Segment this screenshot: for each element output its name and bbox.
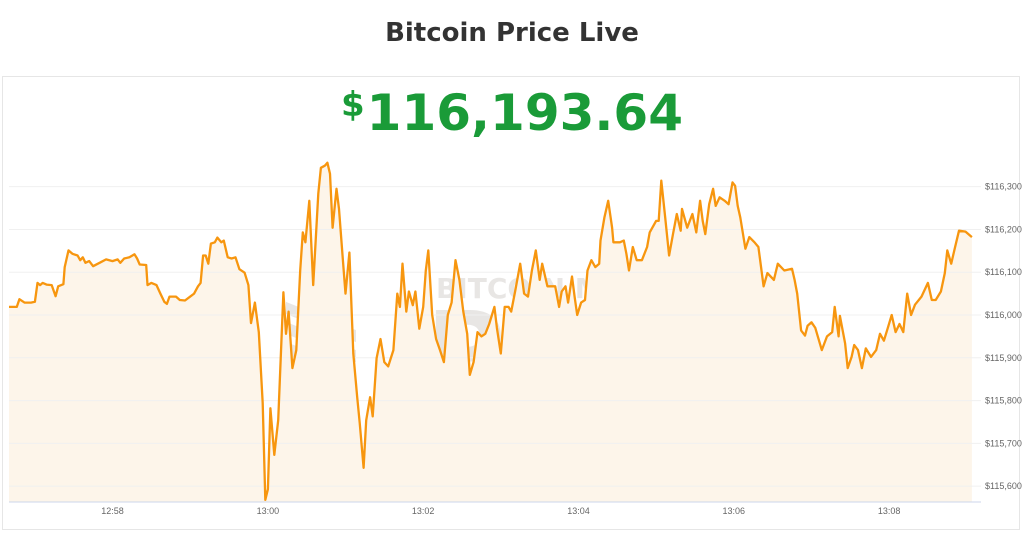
currency-symbol: $ bbox=[341, 85, 365, 125]
x-tick-label: 13:04 bbox=[567, 506, 590, 516]
x-tick-label: 12:58 bbox=[101, 506, 124, 516]
y-tick-label: $115,600 bbox=[985, 481, 1022, 491]
price-value: 116,193.64 bbox=[366, 84, 683, 142]
x-tick-label: 13:08 bbox=[878, 506, 901, 516]
y-tick-label: $115,800 bbox=[985, 396, 1022, 406]
page-title: Bitcoin Price Live bbox=[385, 18, 639, 48]
chart-card bbox=[2, 76, 1020, 530]
x-tick-label: 13:02 bbox=[412, 506, 435, 516]
y-tick-label: $115,700 bbox=[985, 438, 1022, 448]
price-area-fill bbox=[9, 162, 972, 502]
y-tick-label: $116,300 bbox=[985, 182, 1022, 192]
price-line bbox=[9, 161, 973, 502]
y-tick-label: $116,100 bbox=[985, 267, 1022, 277]
x-tick-label: 13:00 bbox=[257, 506, 280, 516]
y-tick-label: $116,200 bbox=[985, 224, 1022, 234]
current-price: $116,193.64 bbox=[0, 84, 1024, 142]
y-tick-label: $116,000 bbox=[985, 310, 1022, 320]
y-tick-label: $115,900 bbox=[985, 353, 1022, 363]
x-tick-label: 13:06 bbox=[723, 506, 746, 516]
